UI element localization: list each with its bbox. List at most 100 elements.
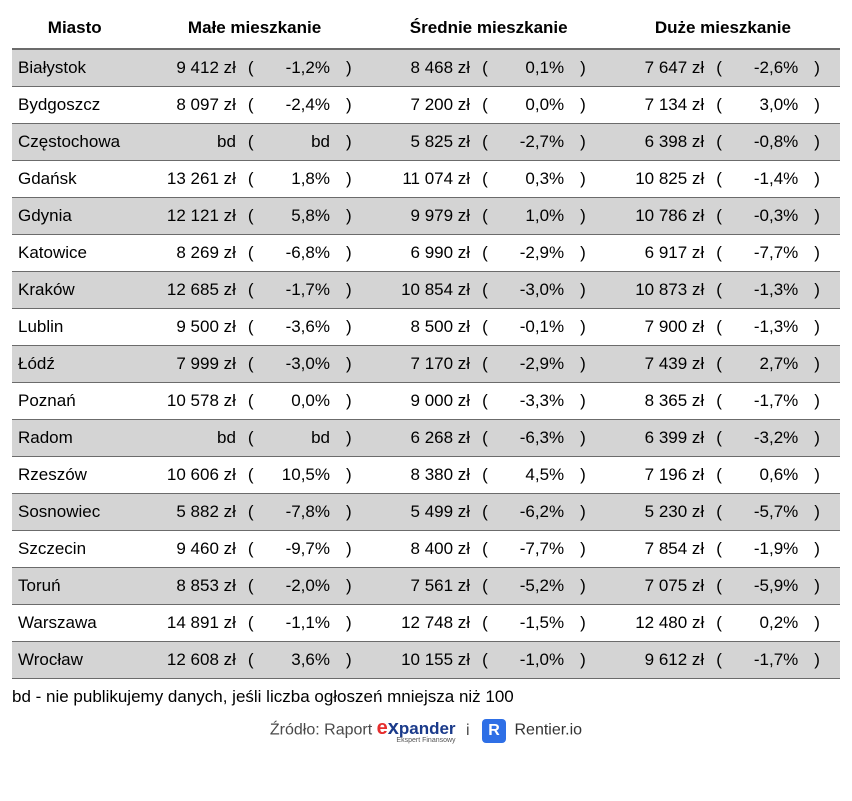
medium-pct: -3,0% — [505, 272, 568, 309]
paren-r: ) — [802, 457, 840, 494]
paren-l: ( — [708, 87, 739, 124]
paren-l: ( — [240, 49, 271, 87]
large-pct: 2,7% — [740, 346, 803, 383]
medium-price: 8 468 zł — [372, 49, 474, 87]
medium-price: 5 499 zł — [372, 494, 474, 531]
paren-l: ( — [708, 49, 739, 87]
small-pct: 1,8% — [271, 161, 334, 198]
table-row: Sosnowiec5 882 zł(-7,8%)5 499 zł(-6,2%)5… — [12, 494, 840, 531]
large-price: 7 647 zł — [606, 49, 708, 87]
small-price: 5 882 zł — [137, 494, 239, 531]
small-price: 7 999 zł — [137, 346, 239, 383]
large-pct: -5,9% — [740, 568, 803, 605]
paren-l: ( — [708, 124, 739, 161]
paren-r: ) — [334, 420, 372, 457]
medium-pct: -0,1% — [505, 309, 568, 346]
paren-r: ) — [334, 235, 372, 272]
city-cell: Gdynia — [12, 198, 137, 235]
paren-r: ) — [568, 272, 606, 309]
table-row: Gdańsk13 261 zł(1,8%)11 074 zł(0,3%)10 8… — [12, 161, 840, 198]
small-price: 13 261 zł — [137, 161, 239, 198]
medium-pct: -2,9% — [505, 235, 568, 272]
large-price: 6 399 zł — [606, 420, 708, 457]
large-price: 10 825 zł — [606, 161, 708, 198]
paren-r: ) — [568, 568, 606, 605]
paren-l: ( — [474, 420, 505, 457]
city-cell: Gdańsk — [12, 161, 137, 198]
paren-l: ( — [708, 494, 739, 531]
medium-price: 7 170 zł — [372, 346, 474, 383]
paren-l: ( — [708, 309, 739, 346]
large-pct: -1,4% — [740, 161, 803, 198]
paren-l: ( — [240, 420, 271, 457]
header-row: Miasto Małe mieszkanie Średnie mieszkani… — [12, 8, 840, 49]
paren-l: ( — [474, 198, 505, 235]
paren-l: ( — [474, 383, 505, 420]
expander-e: e — [377, 717, 388, 739]
large-price: 9 612 zł — [606, 642, 708, 679]
paren-r: ) — [568, 383, 606, 420]
header-small: Małe mieszkanie — [137, 8, 371, 49]
paren-r: ) — [802, 494, 840, 531]
small-price: 14 891 zł — [137, 605, 239, 642]
paren-l: ( — [474, 87, 505, 124]
paren-r: ) — [334, 87, 372, 124]
paren-r: ) — [802, 235, 840, 272]
medium-pct: -1,0% — [505, 642, 568, 679]
rentier-badge-icon: R — [482, 719, 506, 743]
medium-price: 10 854 zł — [372, 272, 474, 309]
paren-r: ) — [568, 124, 606, 161]
table-container: Miasto Małe mieszkanie Średnie mieszkani… — [0, 0, 852, 760]
paren-l: ( — [240, 457, 271, 494]
paren-l: ( — [708, 383, 739, 420]
table-row: Białystok9 412 zł(-1,2%)8 468 zł(0,1%)7 … — [12, 49, 840, 87]
table-row: Kraków12 685 zł(-1,7%)10 854 zł(-3,0%)10… — [12, 272, 840, 309]
medium-price: 7 200 zł — [372, 87, 474, 124]
paren-l: ( — [708, 272, 739, 309]
expander-x: x — [388, 717, 399, 739]
footnote: bd - nie publikujemy danych, jeśli liczb… — [12, 679, 840, 711]
table-row: Radombd(bd)6 268 zł(-6,3%)6 399 zł(-3,2%… — [12, 420, 840, 457]
paren-r: ) — [568, 198, 606, 235]
medium-price: 8 500 zł — [372, 309, 474, 346]
paren-r: ) — [334, 494, 372, 531]
medium-price: 5 825 zł — [372, 124, 474, 161]
large-pct: -5,7% — [740, 494, 803, 531]
paren-l: ( — [474, 235, 505, 272]
small-pct: -3,0% — [271, 346, 334, 383]
large-pct: 3,0% — [740, 87, 803, 124]
medium-pct: -2,9% — [505, 346, 568, 383]
paren-r: ) — [334, 457, 372, 494]
small-pct: -1,2% — [271, 49, 334, 87]
large-price: 6 398 zł — [606, 124, 708, 161]
large-price: 7 854 zł — [606, 531, 708, 568]
paren-r: ) — [802, 531, 840, 568]
small-pct: 10,5% — [271, 457, 334, 494]
city-cell: Białystok — [12, 49, 137, 87]
paren-r: ) — [568, 309, 606, 346]
large-price: 8 365 zł — [606, 383, 708, 420]
medium-price: 9 979 zł — [372, 198, 474, 235]
city-cell: Warszawa — [12, 605, 137, 642]
source-and: i — [466, 722, 470, 739]
large-price: 7 134 zł — [606, 87, 708, 124]
city-cell: Szczecin — [12, 531, 137, 568]
medium-price: 8 380 zł — [372, 457, 474, 494]
paren-l: ( — [708, 568, 739, 605]
paren-l: ( — [474, 309, 505, 346]
paren-r: ) — [802, 198, 840, 235]
small-pct: -2,0% — [271, 568, 334, 605]
table-row: Warszawa14 891 zł(-1,1%)12 748 zł(-1,5%)… — [12, 605, 840, 642]
paren-l: ( — [240, 346, 271, 383]
city-cell: Rzeszów — [12, 457, 137, 494]
large-pct: -0,3% — [740, 198, 803, 235]
city-cell: Kraków — [12, 272, 137, 309]
medium-price: 11 074 zł — [372, 161, 474, 198]
paren-r: ) — [334, 309, 372, 346]
paren-r: ) — [334, 642, 372, 679]
large-price: 7 196 zł — [606, 457, 708, 494]
paren-r: ) — [568, 457, 606, 494]
paren-r: ) — [334, 49, 372, 87]
paren-l: ( — [708, 420, 739, 457]
city-cell: Wrocław — [12, 642, 137, 679]
